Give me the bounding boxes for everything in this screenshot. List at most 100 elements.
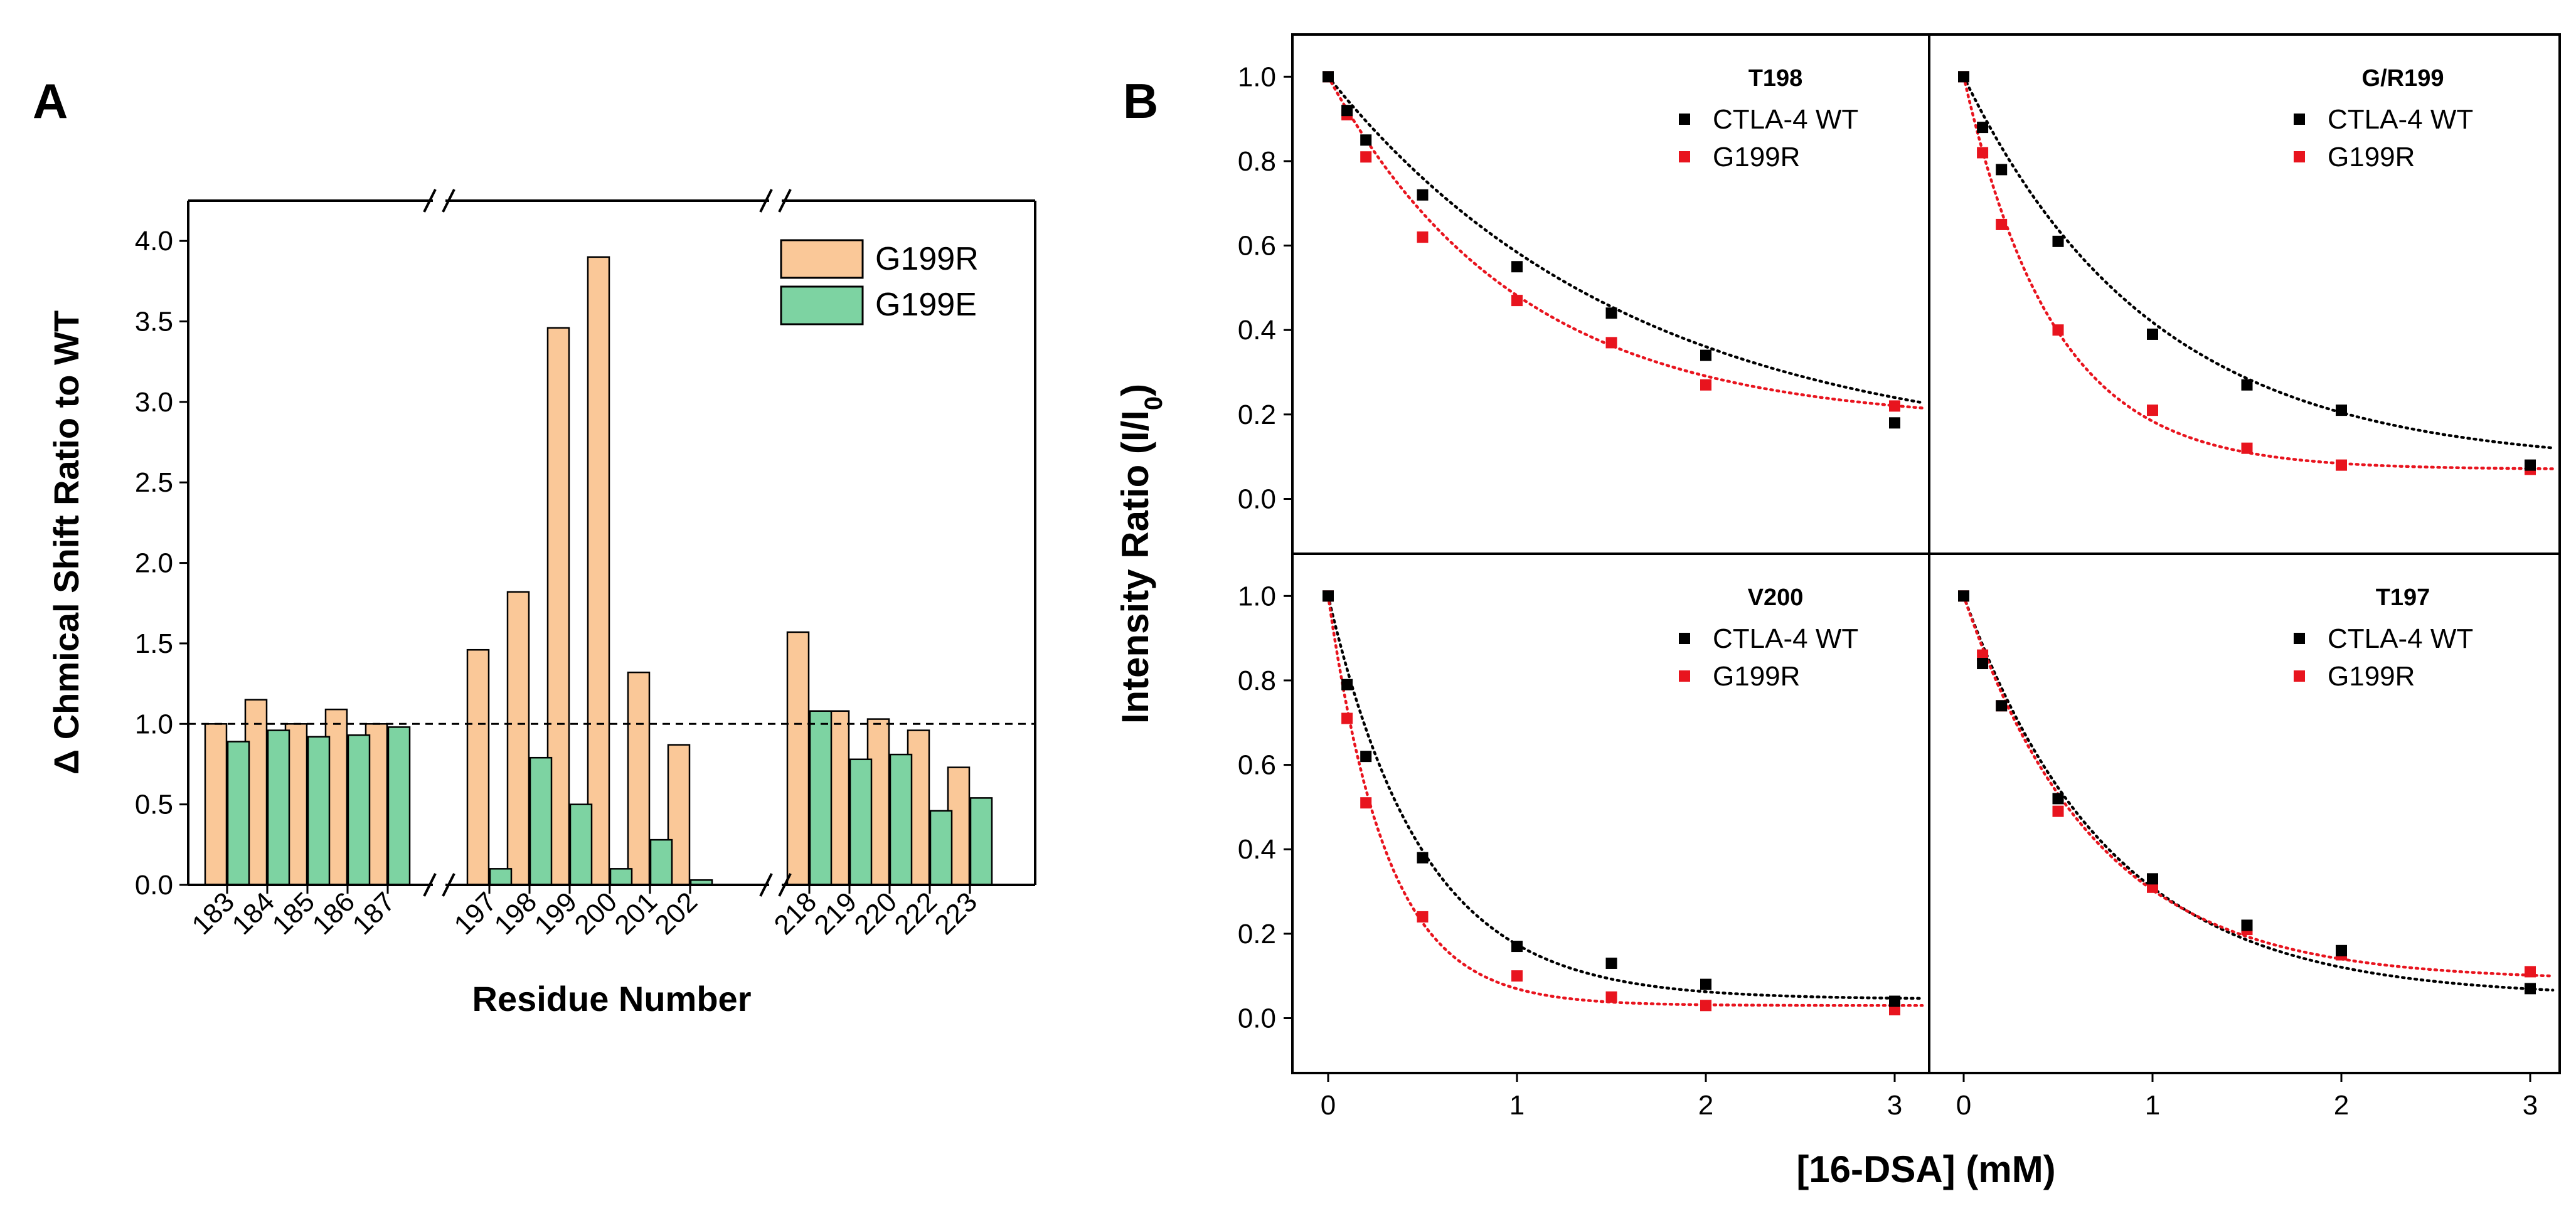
subplot-g-r199: G/R199 CTLA-4 WT G199R xyxy=(1958,65,2555,475)
y-tick-label: 0.4 xyxy=(1238,315,1276,346)
x-tick-label: 3 xyxy=(1887,1090,1902,1121)
legend-marker-wt xyxy=(1679,114,1690,125)
y-tick-label: 0.6 xyxy=(1238,231,1276,262)
legend-label-wt: CTLA-4 WT xyxy=(1713,104,1858,135)
point-wt xyxy=(1977,658,1989,670)
y-tick-label: 0.0 xyxy=(1238,1003,1276,1034)
point-wt xyxy=(2525,459,2536,471)
x-tick-label: 0 xyxy=(1956,1090,1971,1121)
legend-marker-wt xyxy=(1679,633,1690,644)
legend-a: G199R G199E xyxy=(780,239,979,325)
point-wt xyxy=(1323,590,1334,602)
point-g199r xyxy=(1700,379,1711,391)
point-g199r xyxy=(1341,712,1353,724)
y-tick-label: 0.5 xyxy=(135,790,173,820)
fit-curve-g199r xyxy=(1326,595,1924,1007)
point-g199r xyxy=(1417,911,1429,923)
legend-label-g199r: G199R xyxy=(1713,661,1800,692)
y-tick-label: 0.2 xyxy=(1238,919,1276,949)
point-g199r xyxy=(1360,151,1372,163)
bar-g199e-185 xyxy=(307,736,331,886)
x-tick-label: 0 xyxy=(1321,1090,1336,1121)
point-g199r xyxy=(2052,805,2064,817)
subplot-title: T197 xyxy=(2376,584,2430,611)
bar-g199e-200 xyxy=(609,868,633,886)
panel-a-chart: 0.00.51.01.52.02.53.03.54.0 183184185186… xyxy=(46,189,1036,1018)
point-wt xyxy=(1605,957,1617,969)
x-tick-label: 202 xyxy=(649,886,704,941)
x-tick-label: 187 xyxy=(347,886,402,941)
bar-g199e-197 xyxy=(489,868,513,886)
legend-label-g199e: G199E xyxy=(875,287,977,323)
bar-g199e-218 xyxy=(809,710,833,886)
fit-curve-wt xyxy=(1962,595,2555,992)
point-wt xyxy=(2052,793,2064,805)
point-wt xyxy=(1700,978,1711,990)
panel-b-label: B xyxy=(1123,73,1158,129)
fit-curve-wt xyxy=(1962,75,2555,450)
legend-swatch-g199r xyxy=(780,239,864,279)
x-axis-label-a: Residue Number xyxy=(472,979,752,1018)
point-g199r xyxy=(1889,400,1900,412)
point-wt xyxy=(2525,983,2536,995)
subplot-v200: V200 CTLA-4 WT G199R xyxy=(1323,584,1924,1016)
y-tick-label: 3.5 xyxy=(135,307,173,337)
y-tick-label: 1.0 xyxy=(1238,581,1276,611)
point-wt xyxy=(1958,590,1969,602)
legend-marker-g199r xyxy=(2294,151,2305,162)
y-tick-label: 3.0 xyxy=(135,387,173,418)
y-tick-label: 1.0 xyxy=(1238,61,1276,92)
y-tick-label: 0.0 xyxy=(135,870,173,901)
bar-g199e-186 xyxy=(347,734,371,886)
legend-label-g199r: G199R xyxy=(1713,142,1800,172)
bar-g199r-201 xyxy=(627,671,651,886)
fit-curve-wt xyxy=(1326,75,1924,405)
legend-label-wt: CTLA-4 WT xyxy=(2328,104,2473,135)
point-g199r xyxy=(2525,966,2536,978)
bar-g199e-199 xyxy=(569,803,593,886)
point-g199r xyxy=(1977,147,1989,159)
bar-g199e-187 xyxy=(387,726,411,886)
y-axis-label-a: Δ Chmical Shift Ratio to WT xyxy=(46,310,86,775)
point-wt xyxy=(1511,261,1523,273)
x-tick-label: 223 xyxy=(929,886,984,941)
y-tick-label: 2.5 xyxy=(135,467,173,498)
legend-marker-wt xyxy=(2294,633,2305,644)
bar-g199e-198 xyxy=(529,756,553,886)
point-wt xyxy=(1889,417,1900,429)
y-tick-label: 1.0 xyxy=(135,709,173,739)
point-wt xyxy=(1996,700,2008,712)
subplot-t197: T197 CTLA-4 WT G199R xyxy=(1958,584,2555,995)
axis-break-mark xyxy=(759,873,773,897)
point-wt xyxy=(1341,679,1353,690)
point-g199r xyxy=(1700,1000,1711,1012)
point-wt xyxy=(2241,919,2253,931)
x-tick-label: 1 xyxy=(1509,1090,1525,1121)
point-g199r xyxy=(2241,442,2253,454)
bar-g199r-198 xyxy=(506,591,530,886)
point-g199r xyxy=(1360,797,1372,809)
point-g199r xyxy=(1511,295,1523,307)
point-wt xyxy=(1323,71,1334,83)
point-g199r xyxy=(2052,324,2064,336)
point-g199r xyxy=(2336,459,2347,471)
legend-swatch-g199e xyxy=(780,285,864,325)
point-wt xyxy=(1341,105,1353,117)
bar-g199e-219 xyxy=(849,758,873,886)
axis-break-mark xyxy=(423,873,437,897)
fit-curve-g199r xyxy=(1962,75,2555,470)
point-wt xyxy=(2052,235,2064,247)
x-tick-label: 3 xyxy=(2523,1090,2538,1121)
axis-break-mark xyxy=(423,189,437,213)
bar-g199e-183 xyxy=(226,741,250,886)
point-g199r xyxy=(1605,991,1617,1003)
legend-label-g199r: G199R xyxy=(2328,661,2415,692)
point-g199r xyxy=(1417,231,1429,243)
y-tick-label: 0.8 xyxy=(1238,146,1276,177)
bar-g199e-220 xyxy=(889,753,913,886)
point-wt xyxy=(1977,122,1989,134)
y-tick-label: 0.2 xyxy=(1238,399,1276,430)
y-tick-label: 1.5 xyxy=(135,628,173,659)
point-wt xyxy=(1996,164,2008,176)
